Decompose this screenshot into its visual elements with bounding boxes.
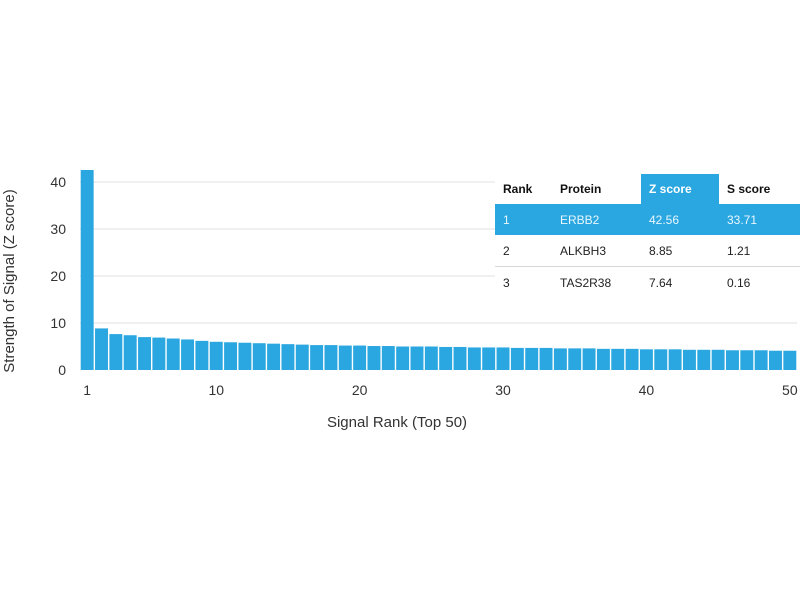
bar	[582, 348, 596, 370]
bar	[224, 342, 238, 370]
bar	[324, 345, 338, 370]
cell-protein: TAS2R38	[560, 275, 612, 290]
y-tick-label: 20	[50, 268, 66, 284]
x-tick-label: 50	[782, 382, 798, 398]
table-row: 1 ERBB2 42.56 33.71	[495, 204, 800, 235]
cell-s-score: 33.71	[719, 204, 800, 235]
bar	[568, 348, 582, 370]
x-tick-label: 10	[208, 382, 224, 398]
bar	[195, 340, 209, 370]
bar	[166, 338, 180, 370]
score-table: Rank Protein Z score S score 1 ERBB2 42.…	[495, 174, 800, 298]
table-header-row: Rank Protein Z score S score	[495, 174, 800, 204]
y-axis-ticks: 0 10 20 30 40	[50, 174, 66, 378]
bar	[553, 348, 567, 370]
x-tick-label: 20	[352, 382, 368, 398]
bar	[453, 346, 467, 370]
cell-rank: 3	[503, 275, 510, 290]
table-row: 2 ALKBH3 8.85 1.21	[495, 235, 800, 267]
bar	[381, 346, 395, 370]
x-axis-label: Signal Rank (Top 50)	[327, 414, 467, 431]
cell-protein: ERBB2	[552, 204, 641, 235]
bar	[439, 346, 453, 370]
bar	[80, 170, 94, 370]
bar	[482, 347, 496, 370]
bar	[310, 345, 324, 370]
y-tick-label: 10	[50, 315, 66, 331]
x-axis-ticks: 1 10 20 30 40 50	[83, 382, 798, 398]
x-tick-label: 40	[639, 382, 655, 398]
bar	[539, 347, 553, 370]
bar	[338, 345, 352, 370]
bar	[525, 347, 539, 370]
bar	[138, 337, 151, 370]
bar	[682, 349, 696, 370]
bar	[267, 343, 281, 370]
y-axis-label: Strength of Signal (Z score)	[1, 189, 18, 372]
bar	[410, 346, 424, 370]
bar	[95, 328, 108, 370]
bar	[625, 348, 639, 370]
bar	[367, 346, 381, 370]
bar	[510, 347, 524, 370]
bar	[496, 347, 510, 370]
bar	[281, 344, 295, 370]
cell-protein: ALKBH3	[552, 235, 641, 267]
table-row: 3 TAS2R38 7.64 0.16	[495, 267, 800, 299]
header-rank: Rank	[503, 182, 533, 196]
bar	[754, 350, 768, 370]
bar	[181, 339, 195, 370]
bar	[726, 350, 739, 370]
bar	[697, 349, 711, 370]
bars	[80, 170, 797, 370]
header-s-score: S score	[727, 182, 771, 196]
cell-s-score: 1.21	[719, 235, 800, 267]
bar	[596, 348, 610, 370]
bar	[639, 349, 653, 370]
cell-s-score: 0.16	[727, 275, 751, 290]
bar	[611, 348, 625, 370]
bar	[654, 349, 668, 370]
cell-z-score: 42.56	[641, 204, 719, 235]
header-protein: Protein	[560, 182, 602, 196]
y-tick-label: 30	[50, 221, 66, 237]
cell-z-score: 8.85	[641, 235, 719, 267]
bar	[123, 335, 137, 370]
bar	[396, 346, 410, 370]
bar	[783, 350, 797, 370]
y-tick-label: 0	[58, 362, 66, 378]
bar	[668, 349, 682, 370]
cell-rank: 2	[495, 235, 552, 267]
header-z-score: Z score	[641, 174, 719, 204]
bar	[252, 343, 266, 370]
bar	[424, 346, 438, 370]
bar	[740, 350, 754, 370]
bar	[353, 345, 367, 370]
x-tick-label: 1	[83, 382, 91, 398]
bar	[109, 334, 123, 370]
x-tick-label: 30	[495, 382, 511, 398]
bar	[467, 347, 481, 370]
y-tick-label: 40	[50, 174, 66, 190]
bar	[769, 350, 782, 370]
bar	[295, 344, 309, 370]
bar	[711, 349, 725, 370]
cell-rank: 1	[495, 204, 552, 235]
cell-z-score: 7.64	[649, 275, 673, 290]
bar	[209, 341, 223, 370]
bar	[238, 342, 252, 370]
bar	[152, 337, 166, 370]
